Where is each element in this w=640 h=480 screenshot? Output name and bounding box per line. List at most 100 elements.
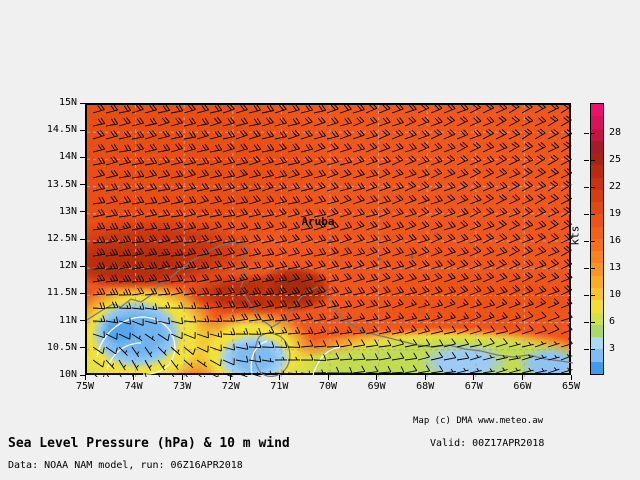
colorbar-tick-inner bbox=[591, 159, 595, 161]
colorbar-segment bbox=[591, 287, 603, 301]
island-dot bbox=[410, 255, 414, 259]
lat-label: 14.5N bbox=[46, 124, 77, 136]
lon-label: 65W bbox=[561, 381, 581, 392]
colorbar-tick-label: 22 bbox=[609, 181, 622, 192]
colorbar-tick-inner bbox=[591, 132, 595, 134]
colorbar-tick-inner bbox=[591, 240, 595, 242]
colorbar-segment bbox=[591, 177, 603, 190]
map-overlay bbox=[87, 105, 573, 377]
colorbar-tick bbox=[584, 267, 589, 269]
lon-tick bbox=[424, 375, 426, 380]
colorbar-tick-label: 6 bbox=[609, 316, 616, 327]
lon-tick bbox=[327, 375, 329, 380]
lat-label: 12.5N bbox=[46, 233, 77, 244]
colorbar-tick-label: 3 bbox=[609, 343, 616, 354]
valid-time-label: Valid: 00Z17APR2018 bbox=[430, 438, 545, 449]
lon-label: 67W bbox=[464, 381, 483, 392]
isobar-contour bbox=[96, 316, 176, 375]
lon-tick bbox=[84, 375, 86, 380]
colorbar-segment bbox=[591, 324, 603, 338]
colorbar-segment bbox=[591, 349, 603, 362]
colorbar-tick bbox=[584, 186, 589, 188]
lat-tick bbox=[80, 184, 85, 186]
colorbar-segment bbox=[591, 214, 603, 227]
colorbar-tick bbox=[584, 240, 589, 242]
colorbar-tick-inner bbox=[591, 267, 595, 269]
colorbar-segment bbox=[591, 202, 603, 215]
figure-title: Sea Level Pressure (hPa) & 10 m wind bbox=[8, 436, 290, 451]
lon-label: 71W bbox=[270, 381, 289, 392]
colorbar-segment bbox=[591, 337, 603, 350]
map-credit: Map (c) DMA www.meteo.aw bbox=[413, 416, 544, 426]
lat-label: 13N bbox=[58, 205, 77, 217]
colorbar-tick-label: 13 bbox=[609, 262, 622, 273]
colorbar-segment bbox=[591, 165, 603, 178]
lon-tick bbox=[133, 375, 135, 380]
colorbar-segment bbox=[591, 128, 603, 141]
colorbar-segment bbox=[591, 140, 603, 154]
lon-label: 69W bbox=[367, 381, 386, 392]
place-label-aruba: Aruba bbox=[301, 215, 335, 228]
lat-tick bbox=[80, 156, 85, 158]
colorbar-tick-inner bbox=[591, 348, 595, 350]
colorbar-segment bbox=[591, 153, 603, 166]
lat-label: 11.5N bbox=[46, 287, 77, 299]
lat-label: 14N bbox=[58, 151, 77, 163]
lon-tick bbox=[278, 375, 280, 380]
colorbar-segment bbox=[591, 251, 603, 264]
colorbar-segment bbox=[591, 238, 603, 252]
lon-tick bbox=[376, 375, 378, 380]
colorbar-tick-label: 28 bbox=[609, 127, 622, 138]
lon-label: 68W bbox=[416, 381, 435, 392]
lat-label: 10.5N bbox=[46, 341, 77, 353]
lat-tick bbox=[80, 347, 85, 349]
colorbar-tick-label: 19 bbox=[609, 208, 622, 219]
lon-label: 73W bbox=[173, 381, 192, 392]
colorbar-tick-inner bbox=[591, 294, 595, 296]
colorbar-segment bbox=[591, 275, 603, 288]
lat-label: 10N bbox=[58, 369, 77, 380]
colorbar-tick-label: 25 bbox=[609, 154, 622, 165]
lon-tick bbox=[570, 375, 572, 380]
isobar-contour bbox=[312, 346, 342, 376]
lon-tick bbox=[230, 375, 232, 380]
colorbar-segment bbox=[591, 104, 603, 117]
isobar-contour bbox=[250, 340, 268, 376]
lat-tick bbox=[80, 238, 85, 240]
data-source-label: Data: NOAA NAM model, run: 06Z16APR2018 bbox=[8, 460, 243, 471]
lat-label: 15N bbox=[58, 97, 77, 108]
wind-barbs bbox=[92, 105, 573, 377]
island-dot bbox=[377, 257, 381, 261]
lon-label: 72W bbox=[221, 381, 240, 392]
lat-label: 13.5N bbox=[46, 178, 77, 190]
lon-label: 75W bbox=[75, 381, 95, 392]
colorbar-tick-inner bbox=[591, 186, 595, 188]
colorbar-segment bbox=[591, 263, 603, 276]
colorbar-tick bbox=[584, 294, 589, 296]
map-plot: Aruba bbox=[85, 103, 573, 377]
lat-tick bbox=[80, 211, 85, 213]
colorbar bbox=[590, 103, 604, 375]
colorbar-tick-label: 16 bbox=[609, 235, 622, 246]
lat-tick bbox=[80, 102, 85, 104]
lon-label: 70W bbox=[318, 381, 338, 392]
colorbar-tick bbox=[584, 321, 589, 323]
lon-tick bbox=[521, 375, 523, 380]
lon-tick bbox=[473, 375, 475, 380]
colorbar-segment bbox=[591, 361, 603, 374]
lat-label: 12N bbox=[58, 260, 77, 272]
colorbar-tick-inner bbox=[591, 321, 595, 323]
colorbar-unit-label: kts bbox=[568, 225, 582, 246]
lat-tick bbox=[80, 320, 85, 322]
colorbar-segment bbox=[591, 116, 603, 129]
colorbar-segment bbox=[591, 189, 603, 203]
colorbar-tick bbox=[584, 159, 589, 161]
colorbar-segment bbox=[591, 312, 603, 325]
lat-tick bbox=[80, 265, 85, 267]
coastline bbox=[87, 241, 573, 364]
lat-tick bbox=[80, 374, 85, 376]
lat-tick bbox=[80, 129, 85, 131]
colorbar-tick bbox=[584, 213, 589, 215]
lon-tick bbox=[181, 375, 183, 380]
